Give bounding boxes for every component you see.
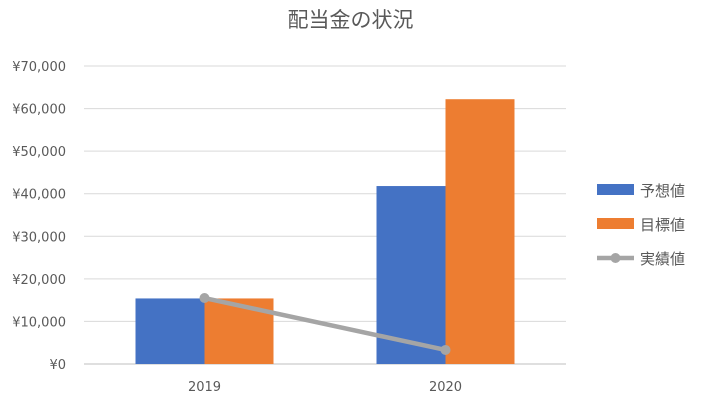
legend-marker xyxy=(610,253,621,263)
y-tick-label: ¥50,000 xyxy=(12,145,66,160)
y-tick-label: ¥0 xyxy=(49,358,66,373)
line-point xyxy=(440,344,451,355)
y-tick-label: ¥60,000 xyxy=(12,103,66,118)
legend-label: 予想値 xyxy=(640,182,685,200)
y-tick-label: ¥20,000 xyxy=(12,273,66,288)
legend-label: 実績値 xyxy=(640,250,685,268)
bar-forecast xyxy=(376,186,446,364)
line-point xyxy=(199,293,210,304)
bar-target xyxy=(445,99,515,364)
y-tick-label: ¥40,000 xyxy=(12,188,66,203)
series-line-actual xyxy=(202,295,448,353)
x-tick-label: 2019 xyxy=(188,380,221,395)
y-tick-label: ¥70,000 xyxy=(12,60,66,75)
y-tick-label: ¥30,000 xyxy=(12,230,66,245)
legend-swatch xyxy=(597,218,634,229)
legend-swatch xyxy=(597,184,634,195)
x-tick-label: 2020 xyxy=(429,380,462,395)
y-tick-label: ¥10,000 xyxy=(12,315,66,330)
bar-forecast xyxy=(135,298,205,364)
legend-label: 目標値 xyxy=(640,216,685,234)
bar-target xyxy=(204,298,274,364)
chart-title: 配当金の状況 xyxy=(287,8,414,32)
